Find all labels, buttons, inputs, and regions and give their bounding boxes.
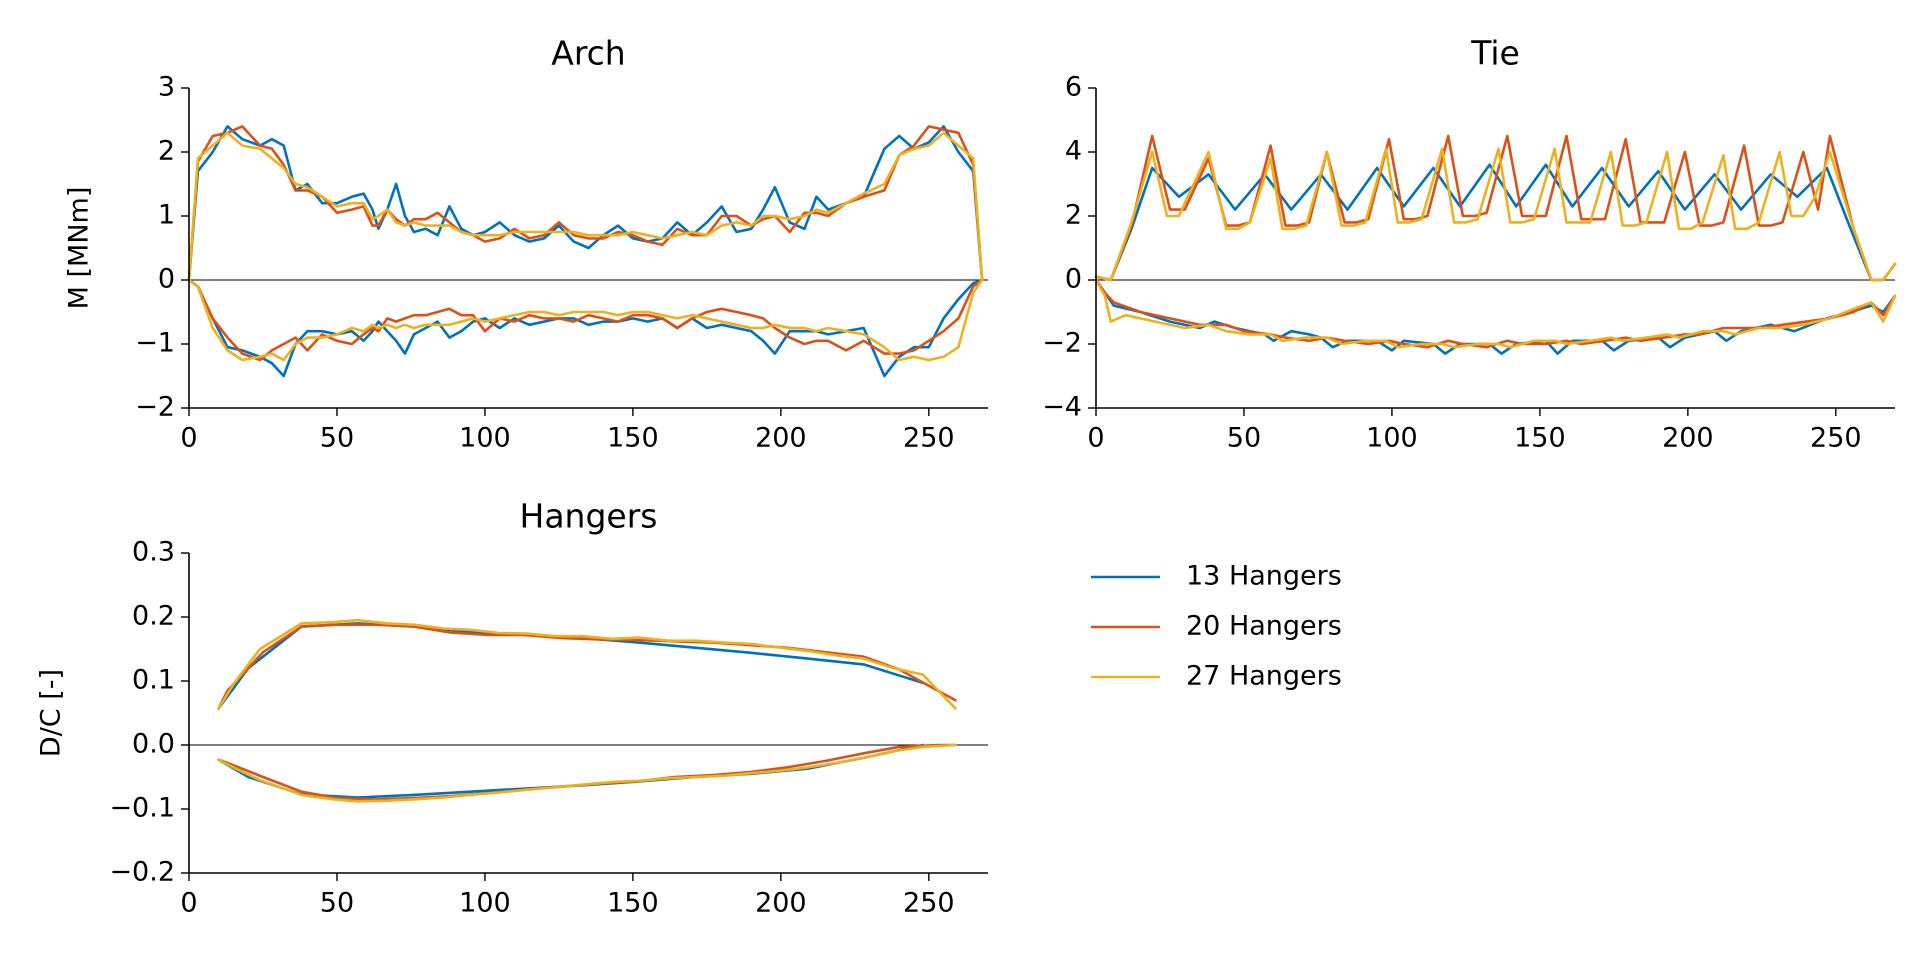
series-line-13-hangers-negative [1094, 278, 1897, 355]
x-tick-label: 250 [903, 888, 955, 919]
y-tick-label: 2 [1065, 200, 1082, 231]
y-tick-label: −0.2 [109, 857, 175, 888]
panel-arch: Arch M [MNm] 0 50 100 150 200 250 −2 −1 0 1 2 3 [64, 34, 988, 454]
x-tick-label: 200 [755, 888, 807, 919]
legend-label: 20 Hangers [1186, 611, 1342, 642]
x-tick-label: 100 [1366, 423, 1418, 454]
y-tick-label: −2 [135, 392, 175, 423]
y-tick-label: 3 [158, 72, 175, 103]
y-tick-label: 6 [1065, 72, 1082, 103]
panel-hangers: Hangers D/C [-] 0 50 100 150 200 250 −0.2 −0.1 0.0… [36, 497, 988, 919]
y-tick-label: 4 [1065, 136, 1082, 167]
x-tick-label: 100 [459, 423, 511, 454]
series-line-13-hangers-positive [187, 125, 984, 282]
y-tick-label: 0.1 [132, 665, 175, 696]
y-tick-label: 1 [158, 200, 175, 231]
series-line-27-hangers-positive [187, 131, 984, 282]
x-tick-label: 0 [180, 423, 197, 454]
series-line-27-hangers-negative [217, 743, 957, 803]
series-line-20-hangers-negative [1094, 278, 1897, 349]
x-tick-label: 200 [755, 423, 807, 454]
y-tick-label: 0 [158, 264, 175, 295]
legend-label: 13 Hangers [1186, 561, 1342, 592]
series-line-27-hangers-negative [1094, 278, 1897, 349]
chart-title: Hangers [520, 497, 658, 536]
legend: 13 Hangers 20 Hangers 27 Hangers [1091, 561, 1342, 692]
y-tick-label: −2 [1042, 328, 1082, 359]
panel-tie: Tie 0 50 100 150 200 250 −4 −2 0 2 4 6 [1042, 34, 1897, 454]
y-tick-label: 2 [158, 136, 175, 167]
series-line-13-hangers-negative [187, 278, 984, 378]
y-tick-label: −1 [135, 328, 175, 359]
y-tick-label: 0.3 [132, 537, 175, 568]
series-line-20-hangers-positive [217, 623, 957, 710]
x-tick-label: 250 [903, 423, 955, 454]
x-tick-label: 50 [1227, 423, 1261, 454]
series-line-27-hangers-positive [217, 618, 957, 710]
x-tick-label: 150 [1514, 423, 1566, 454]
series-line-13-hangers-negative [217, 743, 925, 799]
series-line-27-hangers-negative [187, 278, 984, 362]
x-tick-label: 100 [459, 888, 511, 919]
x-tick-label: 0 [1087, 423, 1104, 454]
y-tick-label: 0.2 [132, 601, 175, 632]
x-tick-label: 150 [607, 423, 659, 454]
series-line-20-hangers-positive [187, 125, 984, 282]
y-tick-label: −4 [1042, 392, 1082, 423]
series-line-20-hangers-negative [217, 743, 957, 801]
chart-title: Tie [1470, 34, 1520, 73]
x-tick-label: 50 [320, 888, 354, 919]
legend-label: 27 Hangers [1186, 661, 1342, 692]
x-tick-label: 0 [180, 888, 197, 919]
chart-title: Arch [551, 34, 625, 73]
y-axis-label: M [MNm] [64, 187, 95, 310]
x-tick-label: 200 [1662, 423, 1714, 454]
y-tick-label: 0.0 [132, 729, 175, 760]
y-axis-label: D/C [-] [36, 669, 67, 757]
series-line-20-hangers-negative [187, 278, 984, 362]
x-tick-label: 150 [607, 888, 659, 919]
series-line-27-hangers-positive [1094, 147, 1897, 282]
x-tick-label: 250 [1810, 423, 1862, 454]
x-tick-label: 50 [320, 423, 354, 454]
y-tick-label: −0.1 [109, 793, 175, 824]
y-tick-label: 0 [1065, 264, 1082, 295]
